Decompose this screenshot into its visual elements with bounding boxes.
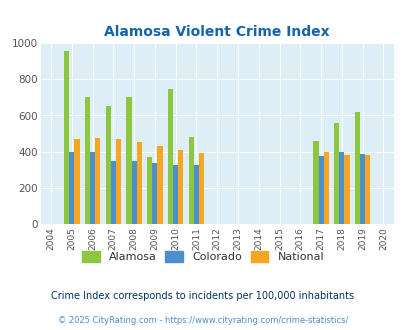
Bar <box>126 97 131 224</box>
Bar <box>116 140 121 224</box>
Bar <box>354 112 359 224</box>
Bar <box>188 137 193 224</box>
Bar <box>193 165 198 224</box>
Bar <box>198 153 204 224</box>
Bar <box>323 152 328 224</box>
Legend: Alamosa, Colorado, National: Alamosa, Colorado, National <box>77 247 328 267</box>
Bar <box>359 154 364 224</box>
Bar <box>64 51 69 224</box>
Bar <box>343 154 349 224</box>
Bar <box>339 152 343 224</box>
Bar <box>333 123 339 224</box>
Bar <box>69 152 74 224</box>
Bar <box>95 138 100 224</box>
Bar <box>105 106 111 224</box>
Bar <box>173 164 178 224</box>
Bar <box>147 157 152 224</box>
Bar <box>167 89 173 224</box>
Bar <box>157 146 162 224</box>
Bar <box>364 155 369 224</box>
Bar <box>136 142 141 224</box>
Bar <box>131 161 136 224</box>
Bar <box>152 163 157 224</box>
Title: Alamosa Violent Crime Index: Alamosa Violent Crime Index <box>104 25 329 39</box>
Bar <box>85 97 90 224</box>
Bar <box>318 156 323 224</box>
Bar <box>313 141 318 224</box>
Text: Crime Index corresponds to incidents per 100,000 inhabitants: Crime Index corresponds to incidents per… <box>51 291 354 301</box>
Bar <box>74 140 79 224</box>
Text: © 2025 CityRating.com - https://www.cityrating.com/crime-statistics/: © 2025 CityRating.com - https://www.city… <box>58 316 347 325</box>
Bar <box>178 150 183 224</box>
Bar <box>90 152 95 224</box>
Bar <box>111 160 116 224</box>
